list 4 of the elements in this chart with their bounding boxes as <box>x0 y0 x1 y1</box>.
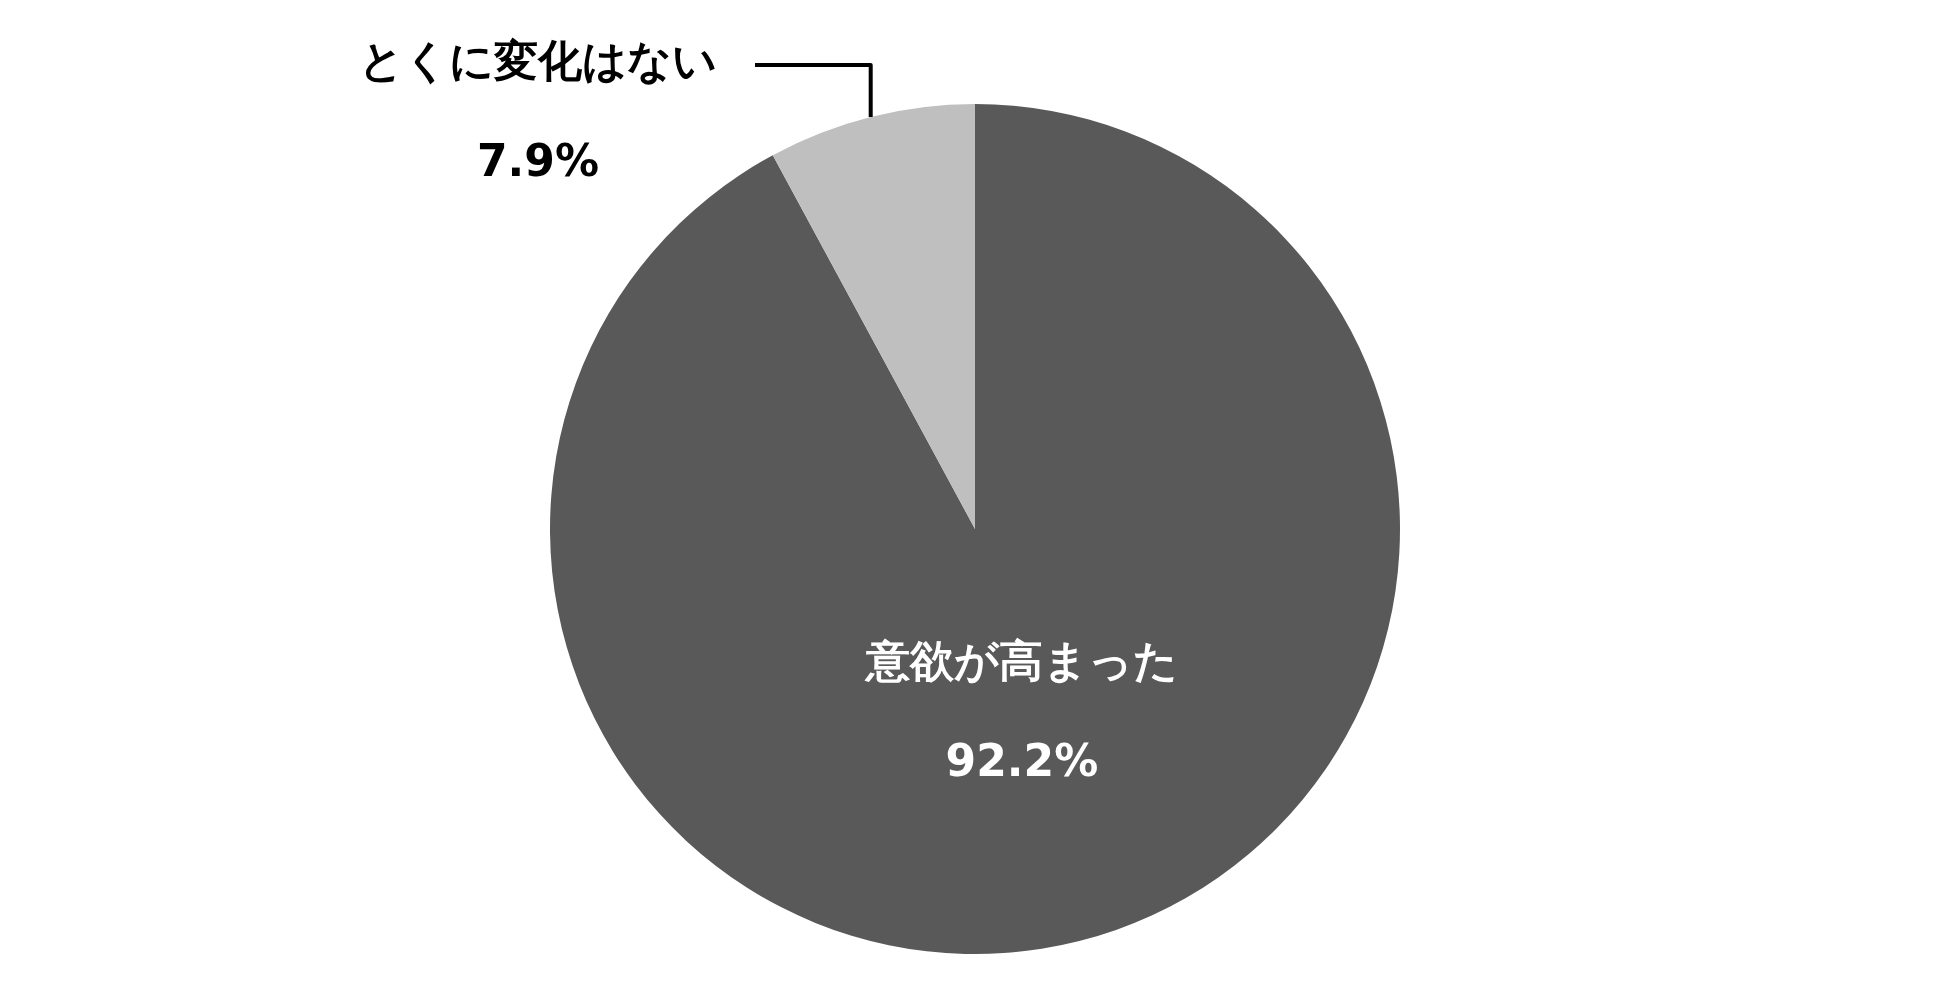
data-label: 92.2% <box>945 734 1099 786</box>
slice-label: とくに変化はない <box>359 35 717 87</box>
slice-label: 意欲が高まった <box>863 634 1178 686</box>
data-label: 7.9% <box>476 135 600 187</box>
